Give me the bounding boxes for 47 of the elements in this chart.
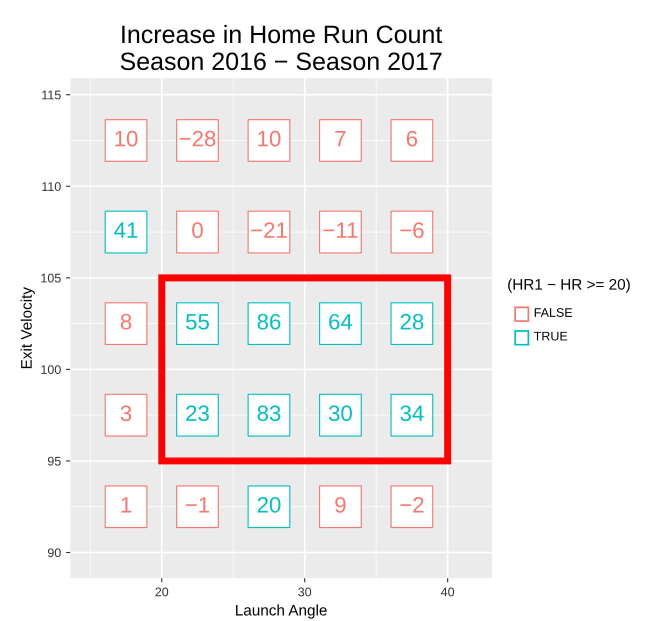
- annotation: 64: [329, 314, 352, 330]
- annotation: −1: [186, 497, 210, 512]
- annotation: 30: [328, 405, 352, 422]
- annotation: 28: [400, 314, 424, 330]
- y-tick-label: 90: [48, 548, 61, 558]
- legend-title: (HR1 − HR >= 20): [508, 278, 630, 293]
- annotation: 23: [186, 405, 209, 422]
- annotation: 10: [258, 130, 280, 146]
- point: [176, 210, 219, 254]
- point: [319, 119, 362, 162]
- annotation: 41: [114, 222, 138, 238]
- point: [104, 485, 148, 528]
- x-tick-label: 40: [440, 588, 454, 596]
- y-axis-title: Exit Velocity: [20, 287, 35, 368]
- y-tick-label: 115: [42, 90, 61, 100]
- annotation: 55: [186, 314, 209, 330]
- annotation: −2: [400, 496, 424, 512]
- y-tick-label: 95: [48, 456, 61, 466]
- legend-label: TRUE: [534, 332, 568, 341]
- x-tick-label: 20: [155, 588, 168, 596]
- x-tick-label: 30: [298, 588, 312, 596]
- point: [104, 394, 148, 437]
- annotation: 20: [258, 496, 280, 513]
- point: [390, 119, 434, 162]
- annotation: 10: [115, 130, 138, 146]
- annotation: 34: [400, 405, 424, 422]
- y-tick-label: 100: [41, 365, 61, 374]
- y-tick-label: 105: [41, 274, 61, 282]
- annotation: −21: [251, 222, 287, 238]
- annotation: 3: [120, 405, 132, 422]
- annotation: −28: [180, 130, 216, 146]
- annotation: 9: [335, 496, 346, 513]
- annotation: 1: [122, 497, 132, 512]
- annotation: 6: [406, 130, 418, 146]
- x-axis-title: Launch Angle: [236, 604, 327, 619]
- annotation: −6: [400, 222, 424, 238]
- legend-label: FALSE: [534, 308, 572, 317]
- annotation: 86: [258, 314, 280, 330]
- point: [319, 485, 362, 528]
- annotation: 0: [192, 222, 203, 238]
- annotation: 8: [120, 314, 132, 330]
- annotation: 7: [335, 130, 346, 146]
- point: [104, 302, 148, 346]
- annotation: −11: [324, 222, 358, 238]
- y-tick-label: 110: [42, 182, 61, 191]
- chart-title: Increase in Home Run Count Season 2016 − Season 2017: [120, 24, 442, 70]
- annotation: 83: [258, 405, 280, 422]
